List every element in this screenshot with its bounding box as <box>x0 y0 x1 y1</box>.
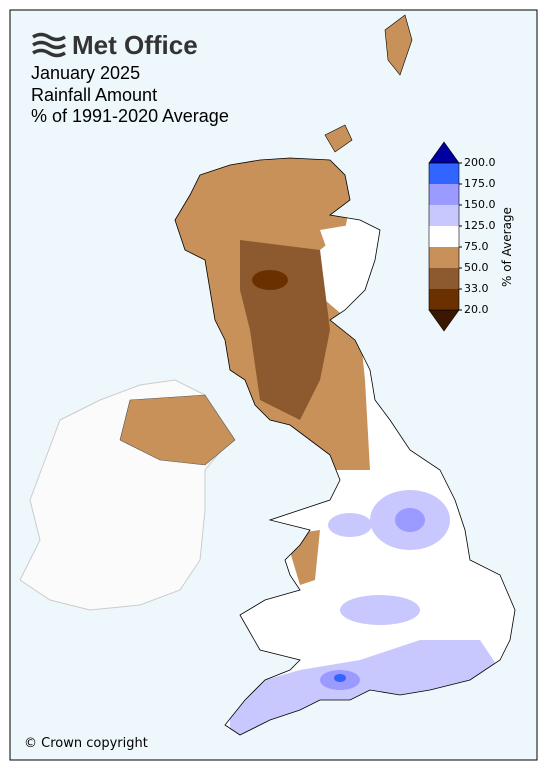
logo-text: Met Office <box>72 30 198 60</box>
orkney <box>324 124 353 153</box>
colorbar-segment <box>429 205 459 226</box>
colorbar-tick-label: 20.0 <box>464 303 489 316</box>
title-line: January 2025 <box>31 63 140 83</box>
colorbar-segment <box>429 289 459 310</box>
colorbar-segment <box>429 163 459 184</box>
rain-125-150 <box>328 513 372 537</box>
colorbar-tick-label: 75.0 <box>464 240 489 253</box>
colorbar-segment <box>429 247 459 268</box>
colorbar-tick-label: 150.0 <box>464 198 496 211</box>
colorbar-segment <box>429 184 459 205</box>
colorbar-frame <box>428 162 460 311</box>
colorbar-label: % of Average <box>500 207 514 287</box>
shetland <box>384 14 413 76</box>
logo-icon <box>32 32 66 58</box>
colorbar-tick-label: 200.0 <box>464 156 496 169</box>
rain-125-150 <box>340 595 420 625</box>
colorbar-tick-label: 33.0 <box>464 282 489 295</box>
rain-75-125 <box>320 220 380 300</box>
colorbar-segment <box>429 268 459 289</box>
rain-20-33 <box>252 270 288 290</box>
rain-150-175 <box>395 508 425 532</box>
rain-175-200 <box>334 674 346 682</box>
colorbar-tick-label: 175.0 <box>464 177 496 190</box>
colorbar-tick-label: 125.0 <box>464 219 496 232</box>
colorbar-segment <box>429 226 459 247</box>
colorbar-tick-label: 50.0 <box>464 261 489 274</box>
title-line: Rainfall Amount <box>31 85 157 105</box>
colorbar: 20.0 33.0 50.0 75.0 125.0 150.0 175.0 200.0 <box>428 141 496 332</box>
northern-ireland <box>119 394 236 466</box>
title-line: % of 1991-2020 Average <box>31 106 229 126</box>
coastline <box>174 157 516 736</box>
copyright: © Crown copyright <box>24 736 148 751</box>
